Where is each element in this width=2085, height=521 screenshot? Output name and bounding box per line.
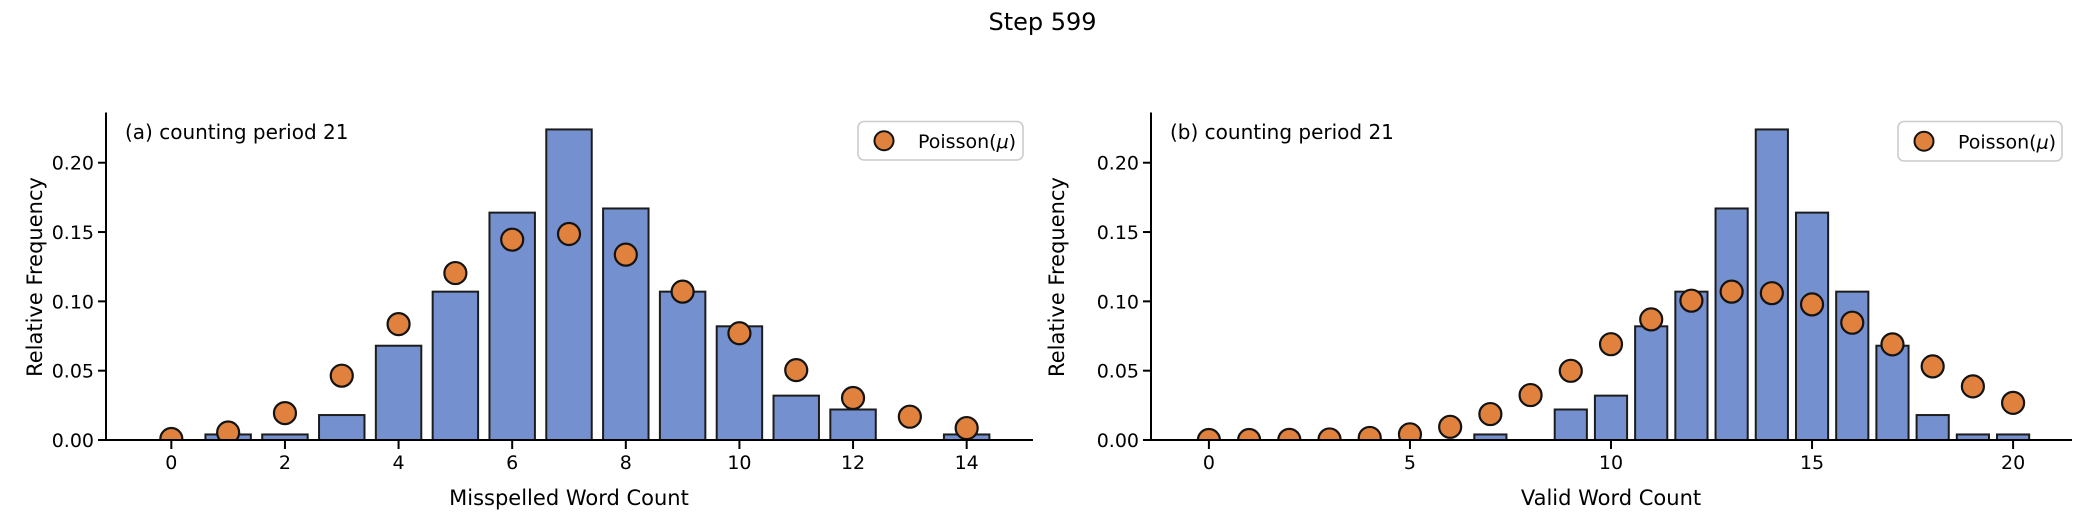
hist-bar-x17 bbox=[1875, 344, 1910, 440]
hist-bar-x3 bbox=[318, 414, 366, 440]
poisson-dot-x2 bbox=[272, 401, 298, 426]
poisson-dot-x4 bbox=[1357, 425, 1382, 440]
x-axis-label: Valid Word Count bbox=[1521, 486, 1701, 510]
poisson-dot-x9 bbox=[670, 279, 695, 304]
hist-bar-x10 bbox=[1593, 394, 1629, 440]
poisson-dot-x1 bbox=[1237, 427, 1262, 440]
legend-label: Poisson(μ) bbox=[1958, 131, 2056, 153]
poisson-dot-x12 bbox=[840, 385, 866, 411]
hist-bar-x6 bbox=[488, 211, 536, 440]
y-tick-label: 0.15 bbox=[52, 222, 94, 244]
legend: Poisson(μ) bbox=[1897, 120, 2063, 162]
hist-bar-x16 bbox=[1835, 290, 1870, 440]
poisson-dot-x0 bbox=[1196, 427, 1221, 440]
poisson-dot-x7 bbox=[556, 221, 582, 247]
x-tick-label: 20 bbox=[2001, 452, 2025, 474]
poisson-dot-x10 bbox=[727, 321, 752, 346]
hist-bar-x7 bbox=[545, 128, 593, 440]
y-tick-label: 0.05 bbox=[1097, 361, 1139, 383]
poisson-dot-x6 bbox=[1438, 414, 1463, 439]
poisson-dot-x19 bbox=[1960, 374, 1985, 399]
poisson-dot-x4 bbox=[386, 311, 411, 337]
y-axis-label: Relative Frequency bbox=[23, 177, 47, 377]
x-axis-label: Misspelled Word Count bbox=[449, 486, 689, 510]
hist-bar-x15 bbox=[1794, 211, 1830, 440]
y-tick-label: 0.05 bbox=[52, 361, 94, 383]
legend: Poisson(μ) bbox=[857, 120, 1024, 161]
hist-bar-x5 bbox=[431, 290, 480, 440]
x-tick-label: 4 bbox=[393, 452, 405, 474]
poisson-dot-x11 bbox=[1639, 307, 1664, 332]
x-tick-label: 8 bbox=[620, 452, 632, 474]
x-tick-label: 6 bbox=[506, 452, 518, 474]
x-tick-label: 12 bbox=[841, 452, 865, 474]
poisson-dot-x11 bbox=[784, 358, 809, 383]
subplot-a: 0 2 4 6 8 10 12 14 0.00 0.05 0.10 0.15 0.20 Misspelle… bbox=[23, 112, 1033, 510]
poisson-dot-x5 bbox=[443, 260, 468, 286]
y-tick-label: 0.20 bbox=[1097, 153, 1139, 175]
poisson-dot-x6 bbox=[500, 227, 525, 252]
hist-bar-x12 bbox=[1674, 290, 1709, 440]
panel-annotation: (b) counting period 21 bbox=[1170, 120, 1394, 144]
panel-annotation: (a) counting period 21 bbox=[125, 120, 348, 144]
poisson-dot-x9 bbox=[1558, 358, 1583, 383]
hist-bar-x11 bbox=[1634, 325, 1669, 440]
poisson-dot-x16 bbox=[1840, 310, 1865, 335]
hist-bar-x4 bbox=[374, 344, 423, 440]
y-tick-label: 0.00 bbox=[52, 430, 94, 452]
poisson-dot-x13 bbox=[897, 404, 922, 429]
x-tick-label: 5 bbox=[1404, 452, 1416, 474]
poisson-dot-x18 bbox=[1920, 354, 1945, 379]
legend-marker-icon bbox=[1913, 130, 1935, 152]
figure-title: Step 599 bbox=[988, 8, 1097, 36]
poisson-dot-x14 bbox=[1759, 281, 1784, 306]
hist-bar-x9 bbox=[1553, 408, 1588, 440]
hist-bar-x11 bbox=[772, 394, 820, 440]
x-tick-label: 0 bbox=[1203, 452, 1215, 474]
poisson-dot-x20 bbox=[2000, 390, 2026, 415]
y-tick-label: 0.15 bbox=[1097, 222, 1139, 244]
y-tick-label: 0.10 bbox=[52, 291, 94, 313]
x-tick-label: 15 bbox=[1800, 452, 1824, 474]
y-tick-label: 0.10 bbox=[1097, 291, 1139, 313]
x-tick-label: 2 bbox=[279, 452, 291, 474]
hist-bar-x12 bbox=[829, 408, 877, 440]
x-tick-label: 10 bbox=[727, 452, 751, 474]
poisson-dot-x7 bbox=[1478, 401, 1503, 427]
legend-marker-icon bbox=[873, 130, 895, 152]
poisson-dot-x14 bbox=[954, 415, 979, 440]
poisson-dot-x13 bbox=[1719, 279, 1744, 304]
x-tick-label: 10 bbox=[1599, 452, 1623, 474]
poisson-dot-x1 bbox=[216, 420, 241, 440]
poisson-dot-x3 bbox=[329, 363, 354, 388]
y-tick-label: 0.00 bbox=[1097, 430, 1139, 452]
hist-bar-x13 bbox=[1714, 207, 1749, 440]
legend-box bbox=[857, 120, 1024, 161]
hist-bar-x9 bbox=[658, 290, 707, 440]
subplot-b: 0 5 10 15 20 0.00 0.05 0.10 0.15 0.20 Valid Word C… bbox=[1045, 112, 2072, 510]
x-tick-label: 14 bbox=[955, 452, 979, 474]
poisson-dot-x12 bbox=[1679, 288, 1704, 313]
poisson-dot-x5 bbox=[1397, 422, 1423, 440]
poisson-dot-x15 bbox=[1799, 292, 1825, 317]
hist-bar-x18 bbox=[1915, 414, 1950, 440]
poisson-dot-x8 bbox=[613, 242, 638, 267]
poisson-dot-x8 bbox=[1518, 382, 1543, 408]
legend-label: Poisson(μ) bbox=[918, 131, 1016, 153]
y-tick-label: 0.20 bbox=[52, 153, 94, 175]
poisson-dot-x17 bbox=[1880, 332, 1905, 357]
poisson-dot-x10 bbox=[1598, 332, 1624, 357]
legend-box bbox=[1897, 120, 2063, 162]
x-tick-label: 0 bbox=[165, 452, 177, 474]
y-axis-label: Relative Frequency bbox=[1045, 177, 1069, 377]
